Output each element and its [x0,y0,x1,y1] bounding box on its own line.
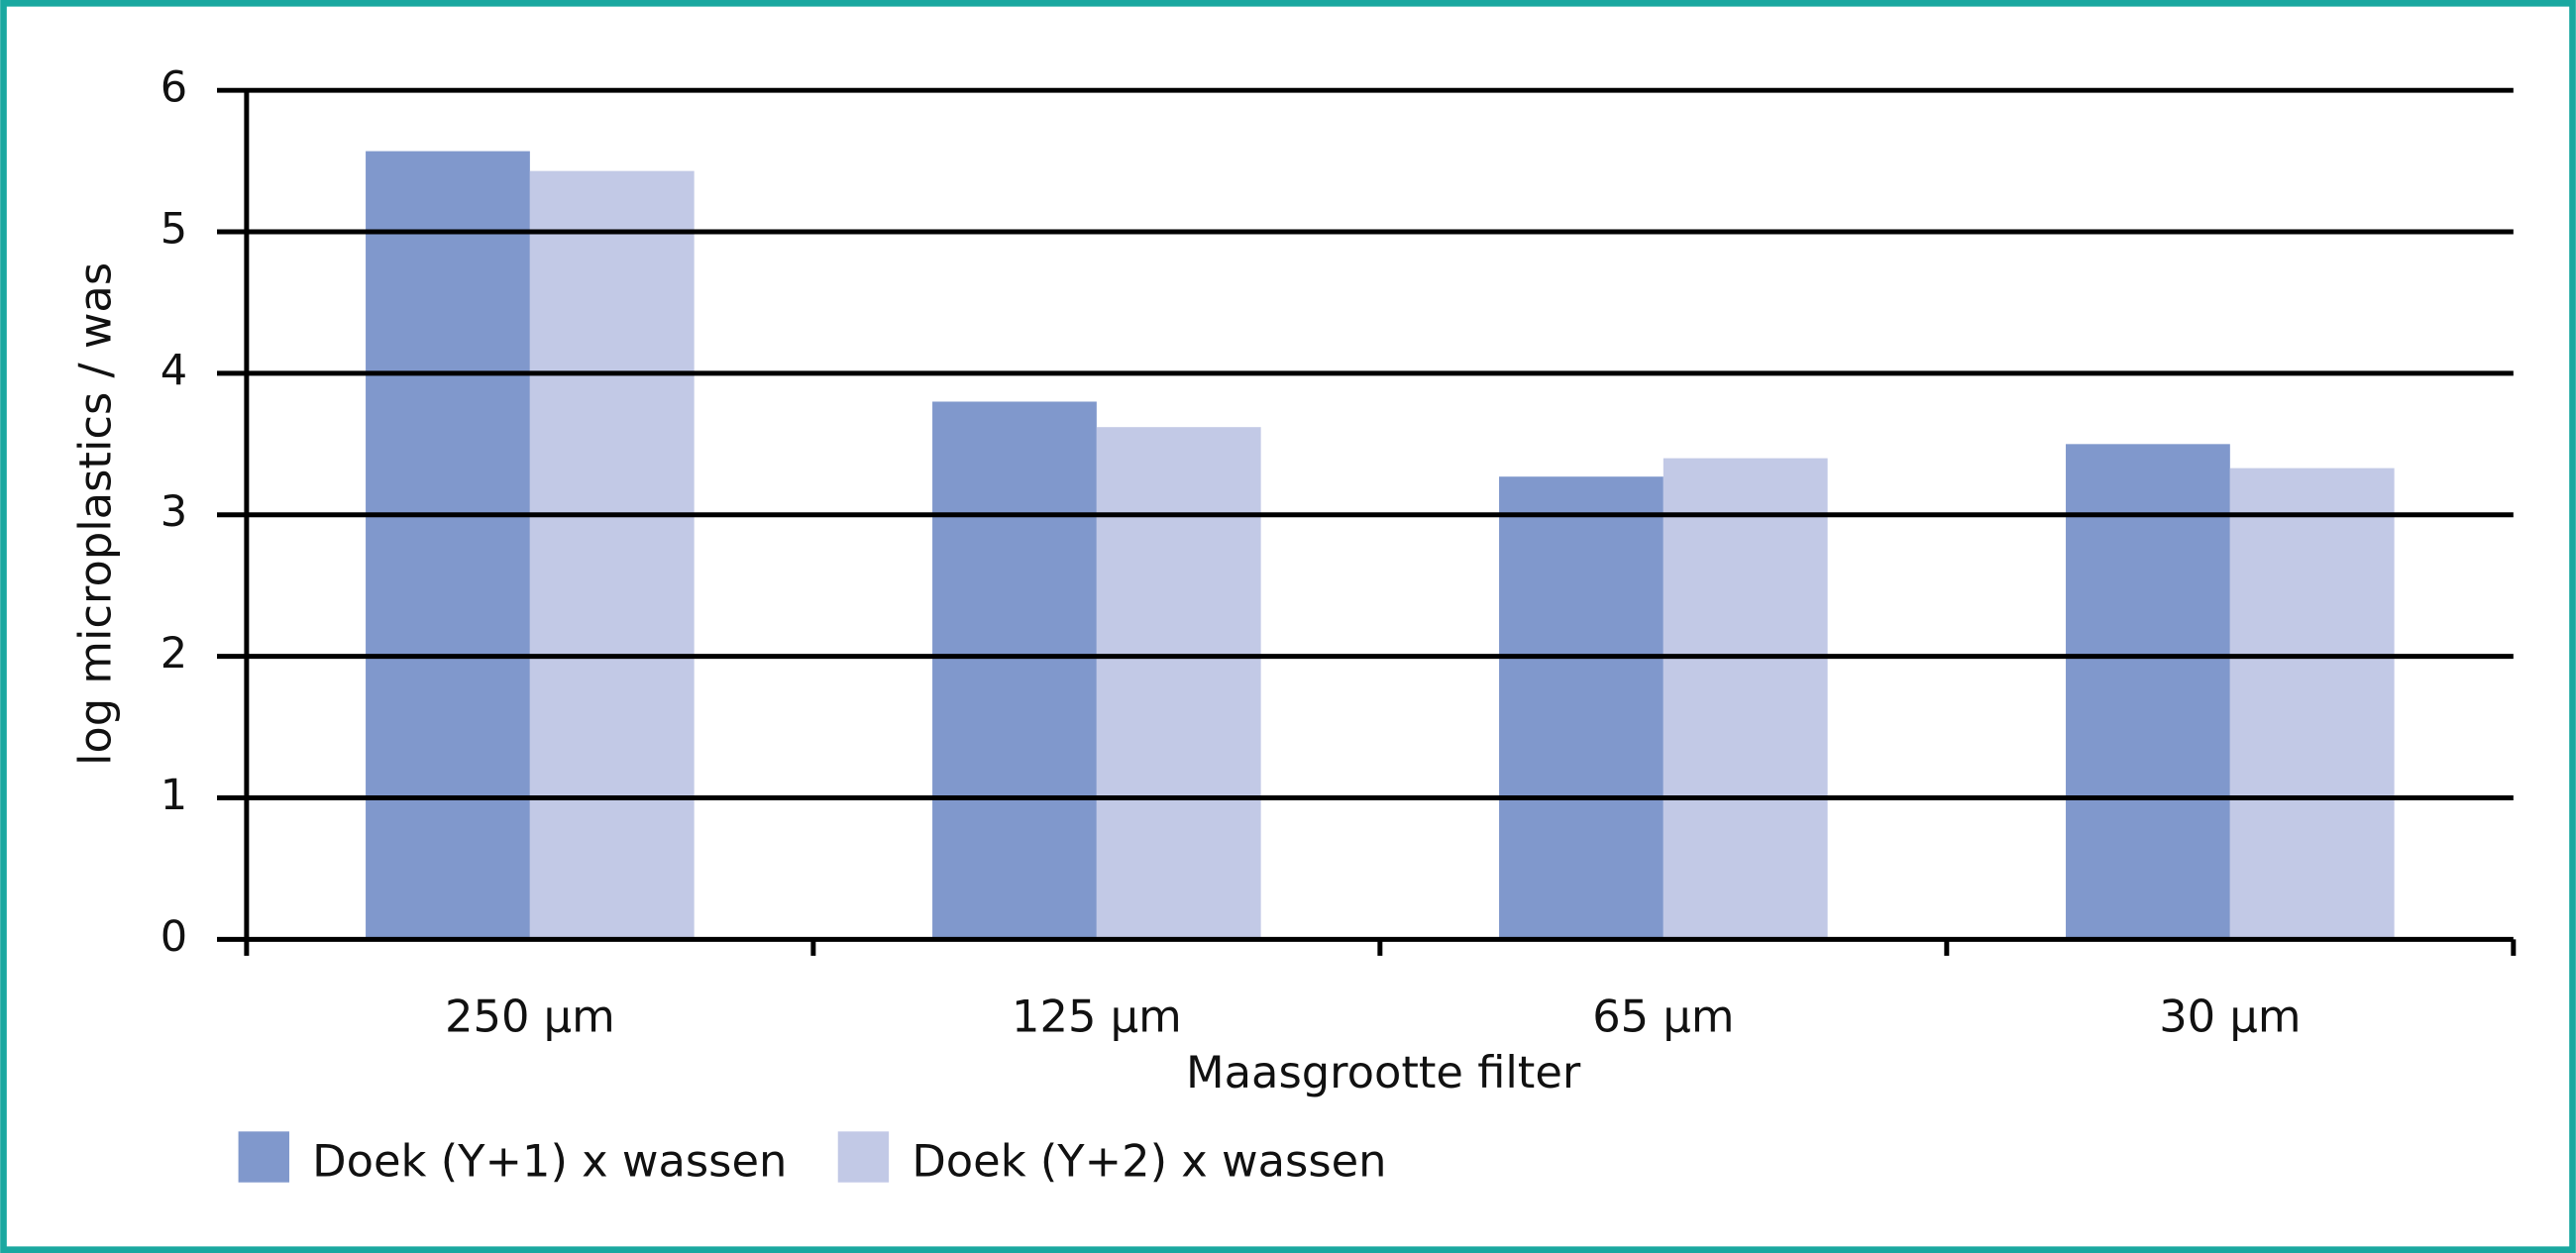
y-tick-label: 0 [161,912,187,962]
bar [932,401,1097,940]
x-tick-label: 250 µm [445,991,615,1043]
y-tick-label: 3 [161,487,187,537]
bar [1499,476,1664,940]
y-tick-label: 6 [161,63,187,113]
x-axis-title: Maasgrootte filter [1186,1046,1581,1098]
x-tick-label: 30 µm [2159,991,2301,1043]
legend-swatch [238,1131,289,1183]
y-tick-label: 4 [161,346,187,395]
bar [1096,427,1261,940]
bar [366,151,530,940]
legend-label: Doek (Y+2) x wassen [912,1134,1386,1187]
bar [2229,468,2395,940]
y-axis-title: log microplastics / was [69,262,122,766]
x-tick-label: 65 µm [1592,991,1734,1043]
legend-label: Doek (Y+1) x wassen [312,1134,787,1187]
bar [2066,444,2230,940]
y-tick-label: 1 [161,771,187,820]
legend-swatch [837,1131,890,1183]
x-tick-label: 125 µm [1012,991,1182,1043]
bar [529,170,695,940]
y-tick-label: 5 [161,205,187,255]
y-tick-label: 2 [161,629,187,679]
bar [1663,458,1828,940]
